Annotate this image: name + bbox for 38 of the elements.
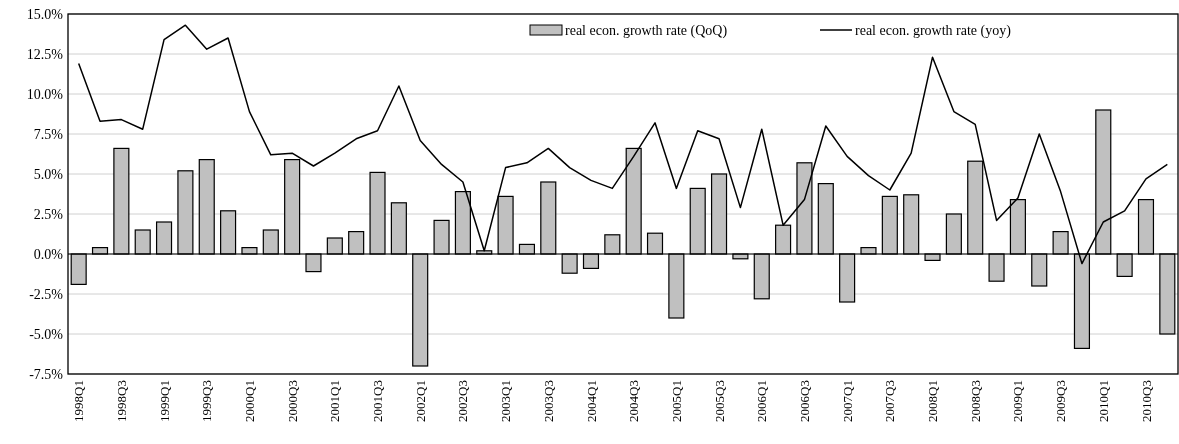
x-tick-label: 2000Q3 (284, 380, 300, 422)
x-tick-label: 2002Q3 (455, 380, 471, 422)
y-tick-label: 10.0% (26, 86, 64, 102)
x-tick-label: 2003Q1 (498, 380, 514, 422)
y-tick-label: -5.0% (29, 326, 64, 342)
x-tick-label: 2006Q1 (754, 380, 770, 422)
x-tick-label: 2010Q3 (1138, 380, 1154, 422)
y-tick-label: 7.5% (33, 126, 64, 142)
y-tick-label: 12.5% (26, 46, 64, 62)
y-tick-label: 15.0% (26, 6, 64, 22)
x-tick-label: 2003Q3 (540, 380, 556, 422)
y-tick-label: 2.5% (33, 206, 64, 222)
x-tick-label: 1998Q1 (71, 380, 87, 422)
x-tick-label: 2005Q3 (711, 380, 727, 422)
x-tick-label: 2007Q1 (839, 380, 855, 422)
x-tick-label: 1999Q3 (199, 380, 215, 422)
x-tick-label: 2010Q1 (1095, 380, 1111, 422)
y-tick-label: 5.0% (33, 166, 64, 182)
legend-label: real econ. growth rate (QoQ) (565, 22, 728, 39)
x-tick-label: 2009Q3 (1053, 380, 1069, 422)
x-tick-label: 2008Q3 (967, 380, 983, 422)
x-tick-label: 2000Q1 (241, 380, 257, 422)
x-tick-label: 2006Q3 (796, 380, 812, 422)
legend-label: real econ. growth rate (yoy) (855, 22, 1012, 39)
x-tick-label: 2005Q1 (668, 380, 684, 422)
x-tick-label: 1998Q3 (113, 380, 129, 422)
x-tick-label: 2007Q3 (882, 380, 898, 422)
y-tick-label: -7.5% (29, 366, 64, 382)
x-tick-label: 2001Q1 (327, 380, 343, 422)
y-tick-label: 0.0% (33, 246, 64, 262)
x-tick-label: 2001Q3 (370, 380, 386, 422)
x-tick-label: 1999Q1 (156, 380, 172, 422)
x-tick-label: 2009Q1 (1010, 380, 1026, 422)
x-tick-label: 2004Q1 (583, 380, 599, 422)
x-tick-label: 2002Q1 (412, 380, 428, 422)
x-tick-label: 2004Q3 (626, 380, 642, 422)
x-tick-label: 2008Q1 (925, 380, 941, 422)
y-tick-label: -2.5% (29, 286, 64, 302)
